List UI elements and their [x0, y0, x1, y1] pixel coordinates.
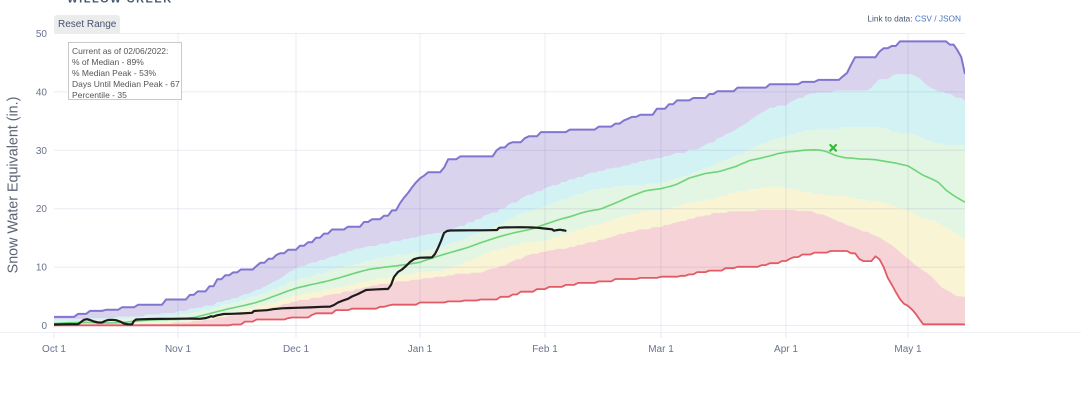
svg-text:Apr 1: Apr 1: [774, 344, 798, 355]
svg-text:Dec 1: Dec 1: [283, 344, 310, 355]
svg-text:30: 30: [36, 146, 48, 157]
svg-text:10: 10: [36, 263, 48, 274]
svg-text:Feb 1: Feb 1: [532, 344, 558, 355]
svg-text:Snow Water Equivalent (in.): Snow Water Equivalent (in.): [6, 97, 22, 274]
svg-text:Nov 1: Nov 1: [165, 344, 192, 355]
svg-text:Mar 1: Mar 1: [648, 344, 674, 355]
svg-text:20: 20: [36, 204, 48, 215]
svg-text:Jan 1: Jan 1: [408, 344, 433, 355]
svg-text:WILLOW CREEK: WILLOW CREEK: [67, 0, 172, 6]
svg-text:Link to data: CSV / JSON: Link to data: CSV / JSON: [867, 14, 961, 24]
svg-text:40: 40: [36, 87, 48, 98]
svg-text:Oct 1: Oct 1: [42, 344, 66, 355]
svg-text:May 1: May 1: [894, 344, 922, 355]
svg-text:0: 0: [41, 321, 47, 332]
svg-text:50: 50: [36, 29, 48, 40]
